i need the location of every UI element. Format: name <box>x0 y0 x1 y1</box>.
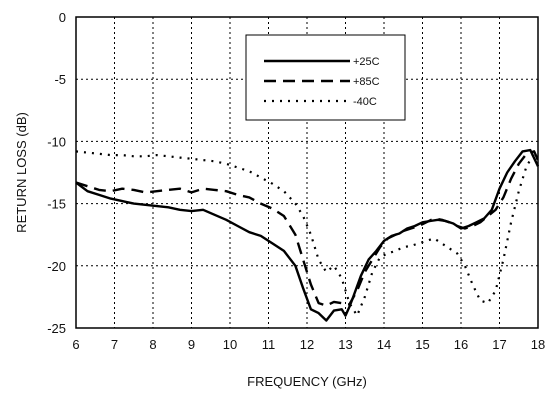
y-tick-labels: 0 -5 -10 -15 -20 -25 <box>47 10 66 336</box>
x-tick-label: 15 <box>415 337 429 352</box>
series-line-25c <box>75 148 540 322</box>
legend-label: -40C <box>353 96 377 108</box>
x-tick-label: 12 <box>300 337 314 352</box>
x-tick-label: 18 <box>531 337 545 352</box>
plot-frame <box>75 16 539 329</box>
series-line-40c <box>75 150 539 317</box>
x-tick-label: 8 <box>149 337 156 352</box>
y-tick-label: -5 <box>54 72 66 87</box>
y-tick-label: -10 <box>47 134 66 149</box>
y-tick-label: -15 <box>47 197 66 212</box>
x-tick-label: 9 <box>188 337 195 352</box>
x-tick-label: 14 <box>377 337 391 352</box>
grid-lines <box>76 17 538 328</box>
y-tick-label: 0 <box>59 10 66 25</box>
legend: +25C +85C -40C <box>245 34 406 121</box>
x-tick-label: 10 <box>223 337 237 352</box>
plot-series <box>75 148 540 322</box>
x-tick-label: 17 <box>492 337 506 352</box>
y-tick-label: -25 <box>47 321 66 336</box>
y-axis-title: RETURN LOSS (dB) <box>14 112 29 233</box>
y-tick-label: -20 <box>47 259 66 274</box>
x-tick-label: 11 <box>262 337 276 352</box>
x-tick-label: 6 <box>72 337 79 352</box>
x-axis-title: FREQUENCY (GHz) <box>247 374 367 389</box>
series-line-85c <box>75 150 540 307</box>
x-tick-labels: 6 7 8 9 10 11 12 13 14 15 16 17 18 <box>72 337 545 352</box>
x-tick-label: 16 <box>454 337 468 352</box>
legend-label: +25C <box>353 56 380 68</box>
legend-box <box>245 34 406 121</box>
legend-label: +85C <box>353 76 380 88</box>
x-tick-label: 13 <box>338 337 352 352</box>
x-tick-label: 7 <box>111 337 118 352</box>
